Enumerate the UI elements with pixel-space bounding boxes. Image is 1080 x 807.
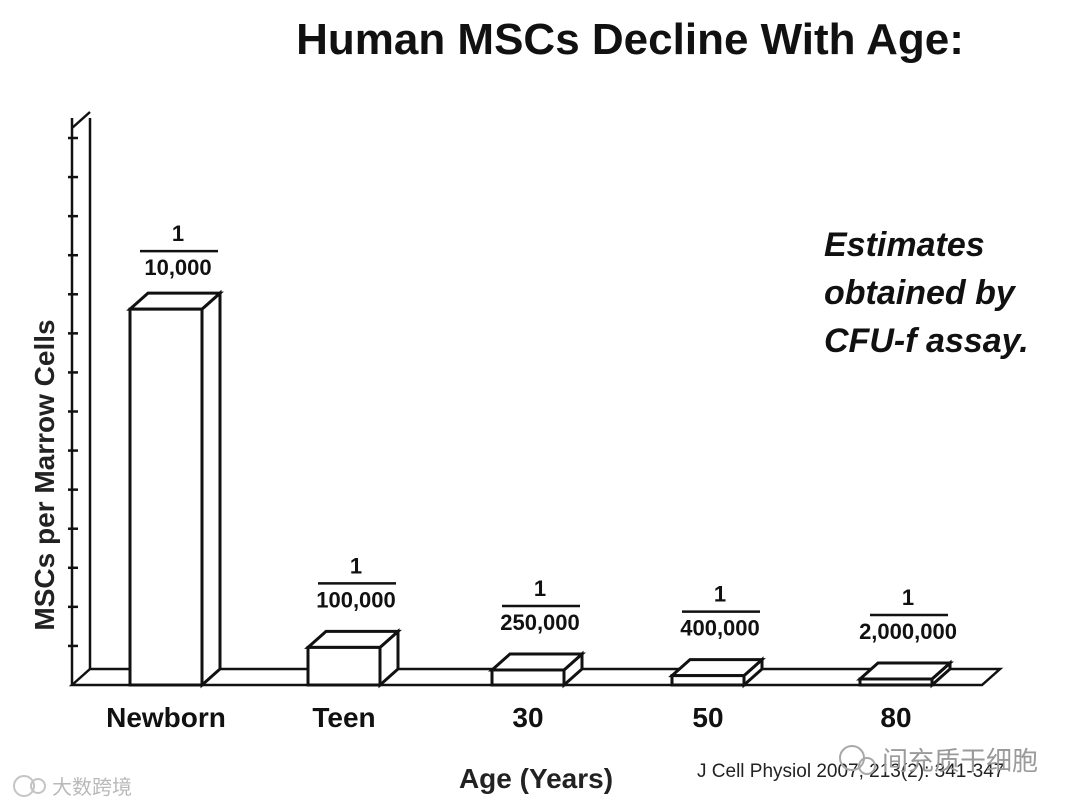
annotation-line-1: Estimates — [824, 226, 985, 264]
annotation-line-3: CFU-f assay. — [824, 322, 1029, 360]
bar-teen — [304, 628, 402, 689]
bar-top — [488, 652, 586, 672]
data-label-denominator: 10,000 — [144, 255, 211, 280]
bar-80 — [856, 659, 954, 689]
data-label-numerator: 1 — [534, 576, 546, 601]
bar-front — [858, 677, 934, 687]
data-label-numerator: 1 — [714, 582, 726, 607]
bar-top — [668, 658, 766, 678]
data-label-denominator: 250,000 — [500, 610, 580, 635]
x-tick-label: 80 — [880, 702, 911, 733]
x-axis-label: Age (Years) — [459, 763, 613, 794]
x-tick-labels: Newborn Teen 30 50 80 — [106, 702, 911, 733]
data-label-denominator: 100,000 — [316, 587, 396, 612]
data-label: 1 100,000 — [316, 553, 396, 612]
annotation: Estimates obtained by CFU-f assay. — [824, 226, 1029, 360]
bar-30 — [488, 650, 586, 689]
data-label: 1 250,000 — [500, 576, 580, 635]
bar-top — [126, 291, 224, 311]
bar-50 — [668, 656, 766, 689]
data-labels: 1 10,000 1 100,000 1 250,000 1 400,000 1 2,000,00… — [140, 221, 957, 644]
data-label-denominator: 400,000 — [680, 616, 760, 641]
citation: J Cell Physiol 2007, 213(2): 341-347 — [697, 761, 1004, 782]
data-label-numerator: 1 — [172, 221, 184, 246]
x-tick-label: 50 — [692, 702, 723, 733]
watermark-left-logo-icon — [13, 775, 35, 797]
bar-side — [200, 289, 222, 689]
x-tick-label: Newborn — [106, 702, 226, 733]
bars — [126, 289, 954, 689]
data-label-denominator: 2,000,000 — [859, 619, 957, 644]
wechat-icon-small — [858, 757, 876, 775]
data-label-numerator: 1 — [902, 585, 914, 610]
bar-front — [306, 645, 382, 687]
y-axis-label: MSCs per Marrow Cells — [29, 319, 60, 630]
chart-title: Human MSCs Decline With Age: — [296, 15, 964, 64]
data-label: 1 10,000 — [140, 221, 218, 280]
y-axis-cap — [71, 111, 91, 129]
data-label-numerator: 1 — [350, 553, 362, 578]
watermark-left-logo-icon-inner — [30, 778, 46, 794]
bar-newborn — [126, 289, 224, 689]
bar-top — [856, 661, 954, 681]
bar-front — [128, 307, 204, 687]
bar-front — [490, 668, 566, 687]
data-label: 1 400,000 — [680, 582, 760, 641]
bar-front — [670, 674, 746, 687]
watermark-left-text: 大数跨境 — [52, 775, 132, 799]
bar-top — [304, 629, 402, 649]
data-label: 1 2,000,000 — [859, 585, 957, 644]
watermark-right: 间充质干细胞 — [839, 745, 1038, 777]
x-tick-label: 30 — [512, 702, 543, 733]
watermark-right-text: 间充质干细胞 — [882, 747, 1038, 777]
watermark-left: 大数跨境 — [13, 775, 132, 799]
annotation-line-2: obtained by — [824, 274, 1017, 312]
x-tick-label: Teen — [312, 702, 375, 733]
